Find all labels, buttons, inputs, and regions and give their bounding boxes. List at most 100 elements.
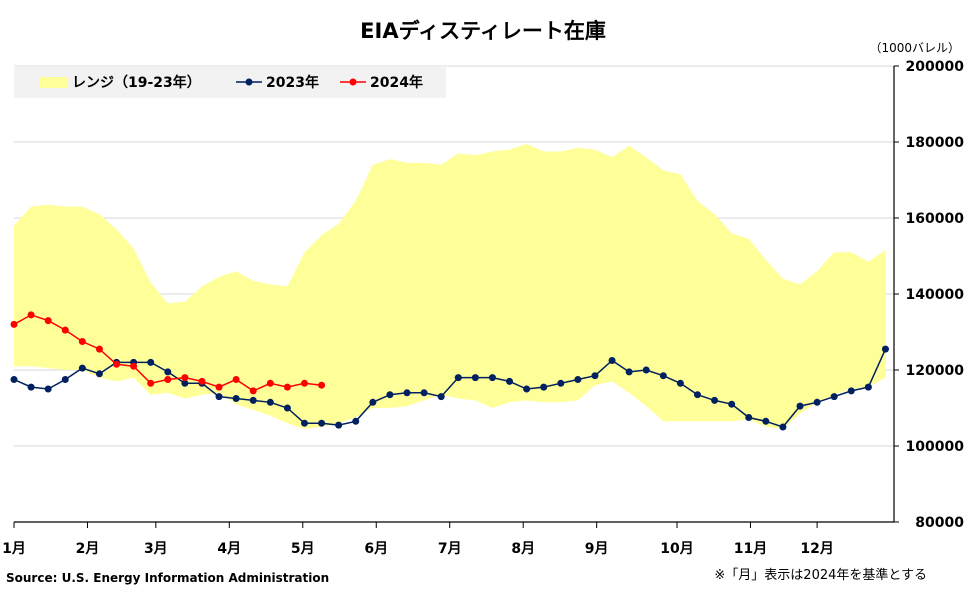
y-tick-label: 80000 xyxy=(915,515,964,531)
data-point-2024 xyxy=(300,379,308,387)
data-point-2024 xyxy=(215,383,223,391)
data-point-2023 xyxy=(881,345,889,353)
data-point-2024 xyxy=(249,387,257,395)
data-point-2023 xyxy=(352,417,360,425)
x-tick-label: 9月 xyxy=(585,541,609,557)
y-tick-label: 180000 xyxy=(906,135,965,151)
data-point-2023 xyxy=(283,404,291,412)
data-point-2023 xyxy=(454,374,462,382)
data-point-2023 xyxy=(471,374,479,382)
data-point-2023 xyxy=(488,374,496,382)
x-tick-label: 5月 xyxy=(291,541,315,557)
data-point-2023 xyxy=(266,398,274,406)
note-text: ※「月」表示は2024年を基準とする xyxy=(714,567,927,583)
data-point-2024 xyxy=(44,317,52,325)
y-tick-label: 120000 xyxy=(906,363,965,379)
source-text: Source: U.S. Energy Information Administ… xyxy=(6,571,329,585)
range-area xyxy=(14,143,886,429)
data-point-2024 xyxy=(147,379,155,387)
x-tick-label: 10月 xyxy=(660,541,693,557)
y-tick-label: 200000 xyxy=(906,59,965,75)
data-point-2024 xyxy=(232,376,240,383)
series-layer xyxy=(10,311,889,431)
data-point-2023 xyxy=(27,383,35,391)
data-point-2023 xyxy=(847,387,855,395)
data-point-2023 xyxy=(693,391,701,399)
data-point-2023 xyxy=(403,389,411,397)
x-axis-ticks: 1月 2月 3月 4月 5月 6月 7月 8月 9月 10月 11月 12月 xyxy=(2,522,834,557)
data-point-2023 xyxy=(540,383,548,391)
x-tick-label: 8月 xyxy=(511,541,535,557)
data-point-2023 xyxy=(386,391,394,399)
data-point-2023 xyxy=(591,372,599,380)
y-axis-ticks: 80000 100000 120000 140000 160000 180000 20000… xyxy=(894,59,964,531)
data-point-2024 xyxy=(61,326,69,334)
data-point-2023 xyxy=(676,379,684,387)
x-tick-label: 1月 xyxy=(2,541,26,557)
data-point-2023 xyxy=(369,398,377,406)
data-point-2024 xyxy=(164,376,172,383)
data-point-2023 xyxy=(215,393,223,401)
data-point-2023 xyxy=(625,368,633,376)
data-point-2023 xyxy=(437,393,445,401)
legend-2024-marker xyxy=(349,78,357,86)
data-point-2023 xyxy=(300,419,308,427)
data-point-2023 xyxy=(830,393,838,401)
chart-title: EIAディスティレート在庫 xyxy=(360,19,606,43)
data-point-2023 xyxy=(813,398,821,406)
data-point-2023 xyxy=(506,377,514,385)
data-point-2023 xyxy=(711,396,719,404)
data-point-2023 xyxy=(78,364,86,372)
y-tick-label: 100000 xyxy=(906,439,965,455)
data-point-2023 xyxy=(779,423,787,431)
data-point-2024 xyxy=(27,311,35,319)
data-point-2024 xyxy=(130,362,138,370)
legend-range-label: レンジ（19-23年） xyxy=(72,74,201,91)
data-point-2024 xyxy=(198,377,206,385)
data-point-2023 xyxy=(574,376,582,383)
data-point-2023 xyxy=(44,385,52,393)
data-point-2023 xyxy=(659,372,667,380)
data-point-2023 xyxy=(181,379,189,387)
data-point-2024 xyxy=(113,360,121,368)
legend-2023-marker xyxy=(245,78,253,86)
data-point-2023 xyxy=(608,357,616,364)
data-point-2023 xyxy=(745,414,753,421)
data-point-2023 xyxy=(762,417,770,425)
x-tick-label: 12月 xyxy=(800,541,833,557)
x-tick-label: 2月 xyxy=(76,541,100,557)
legend-2023-label: 2023年 xyxy=(266,74,319,91)
x-tick-label: 4月 xyxy=(217,541,241,557)
data-point-2023 xyxy=(557,379,565,387)
y-tick-label: 160000 xyxy=(906,211,965,227)
x-tick-label: 7月 xyxy=(438,541,462,557)
data-point-2023 xyxy=(61,376,69,383)
data-point-2023 xyxy=(95,370,103,378)
x-tick-label: 6月 xyxy=(364,541,388,557)
legend-2024-label: 2024年 xyxy=(370,74,423,91)
data-point-2024 xyxy=(95,345,103,353)
data-point-2023 xyxy=(420,389,428,397)
data-point-2024 xyxy=(283,383,291,391)
x-tick-label: 3月 xyxy=(144,541,168,557)
data-point-2023 xyxy=(147,358,155,366)
data-point-2023 xyxy=(728,400,736,408)
legend-background xyxy=(14,66,446,98)
data-point-2023 xyxy=(164,368,172,376)
data-point-2024 xyxy=(10,320,18,328)
series-line-2023 xyxy=(13,348,887,428)
data-point-2024 xyxy=(318,381,326,389)
unit-label: （1000バレル） xyxy=(869,41,960,55)
x-tick-label: 11月 xyxy=(734,541,767,557)
data-point-2024 xyxy=(78,338,86,345)
data-point-2023 xyxy=(249,396,257,404)
data-point-2024 xyxy=(266,379,274,387)
data-point-2023 xyxy=(10,376,18,383)
data-point-2023 xyxy=(335,421,343,429)
data-point-2024 xyxy=(181,374,189,382)
data-point-2023 xyxy=(523,385,531,393)
data-point-2023 xyxy=(318,419,326,427)
y-tick-label: 140000 xyxy=(906,287,965,303)
legend-range-swatch xyxy=(40,77,68,88)
